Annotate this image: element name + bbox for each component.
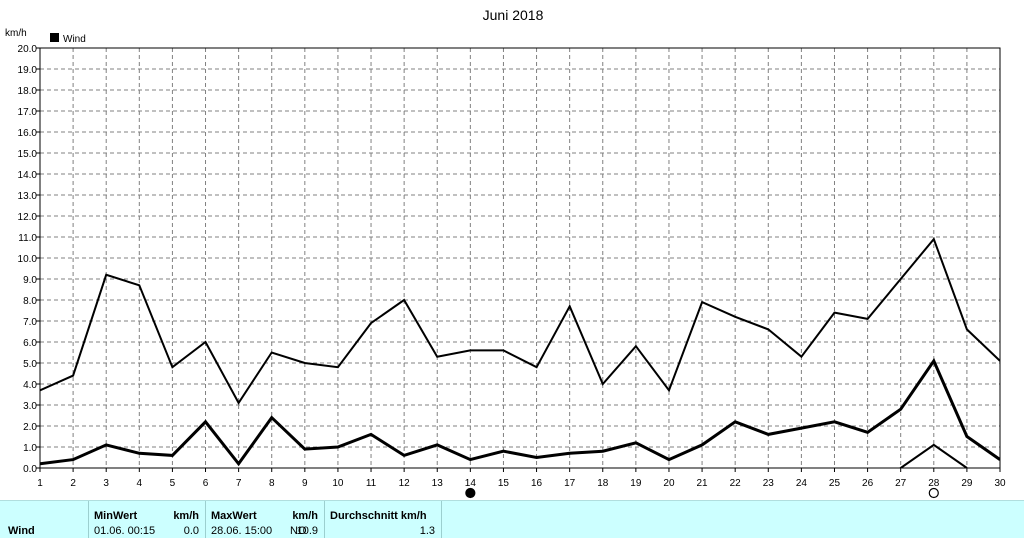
min-header: MinWert — [94, 510, 138, 522]
x-tick-label: 24 — [796, 478, 808, 489]
x-tick-label: 9 — [302, 478, 308, 489]
y-tick-label: 10.0 — [18, 254, 38, 265]
x-tick-label: 12 — [399, 478, 411, 489]
max-value: 10.9 — [296, 525, 318, 537]
x-tick-label: 14 — [465, 478, 477, 489]
x-tick-label: 25 — [829, 478, 841, 489]
x-tick-label: 30 — [994, 478, 1006, 489]
x-tick-label: 26 — [862, 478, 874, 489]
y-tick-label: 2.0 — [23, 422, 37, 433]
y-tick-label: 4.0 — [23, 380, 37, 391]
x-tick-label: 7 — [236, 478, 242, 489]
min-unit: km/h — [173, 510, 199, 522]
x-tick-label: 10 — [332, 478, 344, 489]
y-tick-label: 6.0 — [23, 338, 37, 349]
x-tick-label: 27 — [895, 478, 907, 489]
x-tick-label: 11 — [366, 478, 377, 489]
legend-label: Wind — [63, 34, 86, 45]
x-tick-label: 8 — [269, 478, 275, 489]
min-time: 01.06. 00:15 — [94, 525, 156, 537]
moon-full-marker — [465, 487, 476, 499]
x-tick-label: 20 — [663, 478, 675, 489]
x-tick-label: 23 — [763, 478, 775, 489]
avg-header: Durchschnitt km/h — [330, 510, 427, 522]
footer-avg-cell: Durchschnitt km/h 1.3 — [325, 501, 442, 538]
legend-swatch — [50, 33, 59, 42]
max-header: MaxWert — [211, 510, 257, 522]
series-line-3 — [898, 443, 968, 468]
x-tick-label: 5 — [170, 478, 176, 489]
y-tick-labels: 0.0 1.0 2.0 3.0 4.0 5.0 6.0 7.0 8.0 9.0 10.0 11.0 12… — [18, 44, 40, 475]
y-tick-label: 11.0 — [18, 233, 37, 244]
min-value: 0.0 — [183, 525, 199, 537]
footer-row-label: Wind — [8, 525, 35, 537]
y-tick-label: 19.0 — [18, 65, 38, 76]
y-tick-label: 17.0 — [18, 107, 38, 118]
chart-svg: Juni 2018 km/h Wind 0.0 1.0 2.0 3.0 4.0 5.0 6.… — [5, 7, 1006, 499]
series-layer — [40, 237, 1000, 468]
x-tick-label: 18 — [597, 478, 609, 489]
summary-footer: Wind MinWert km/h 01.06. 00:15 0.0 MaxWe… — [0, 500, 1024, 538]
y-tick-label: 13.0 — [18, 191, 38, 202]
grid-layer — [39, 47, 1001, 469]
max-unit: km/h — [292, 510, 318, 522]
y-tick-label: 3.0 — [23, 401, 37, 412]
x-tick-labels: 1 2 3 4 5 6 7 8 9 10 11 12 13 14 15 16 17 18 19 20 21 22 23 24 2… — [37, 468, 1006, 489]
x-tick-label: 21 — [697, 478, 709, 489]
max-direction: NO — [290, 525, 307, 537]
y-axis-unit-label: km/h — [5, 28, 27, 39]
chart-title: Juni 2018 — [483, 7, 544, 23]
x-tick-label: 28 — [928, 478, 940, 489]
footer-min-cell: MinWert km/h 01.06. 00:15 0.0 — [89, 501, 206, 538]
footer-max-cell: MaxWert km/h 28.06. 15:00 NO 10.9 — [206, 501, 325, 538]
y-tick-label: 18.0 — [18, 86, 38, 97]
avg-value: 1.3 — [419, 525, 435, 537]
y-tick-label: 9.0 — [23, 275, 37, 286]
y-tick-label: 15.0 — [18, 149, 38, 160]
y-tick-label: 14.0 — [18, 170, 38, 181]
x-tick-label: 29 — [961, 478, 973, 489]
series-line-1 — [40, 237, 1000, 405]
y-tick-label: 20.0 — [18, 44, 38, 55]
x-tick-label: 2 — [70, 478, 76, 489]
footer-label-cell: Wind — [0, 501, 89, 538]
x-tick-label: 19 — [630, 478, 642, 489]
y-tick-label: 12.0 — [18, 212, 38, 223]
x-tick-label: 17 — [564, 478, 576, 489]
x-tick-label: 6 — [203, 478, 209, 489]
y-tick-label: 8.0 — [23, 296, 37, 307]
y-tick-label: 1.0 — [23, 443, 37, 454]
x-tick-label: 3 — [103, 478, 109, 489]
x-tick-label: 15 — [498, 478, 510, 489]
x-tick-label: 22 — [730, 478, 742, 489]
y-tick-label: 16.0 — [18, 128, 38, 139]
series-line-2 — [40, 357, 1000, 467]
x-tick-label: 4 — [137, 478, 143, 489]
moon-markers — [465, 487, 939, 499]
x-tick-label: 13 — [432, 478, 444, 489]
y-tick-label: 7.0 — [23, 317, 37, 328]
y-tick-label: 0.0 — [23, 464, 37, 475]
y-tick-label: 5.0 — [23, 359, 37, 370]
max-time: 28.06. 15:00 — [211, 525, 273, 537]
moon-new-marker — [928, 487, 939, 499]
x-tick-label: 16 — [531, 478, 543, 489]
x-tick-label: 1 — [37, 478, 43, 489]
